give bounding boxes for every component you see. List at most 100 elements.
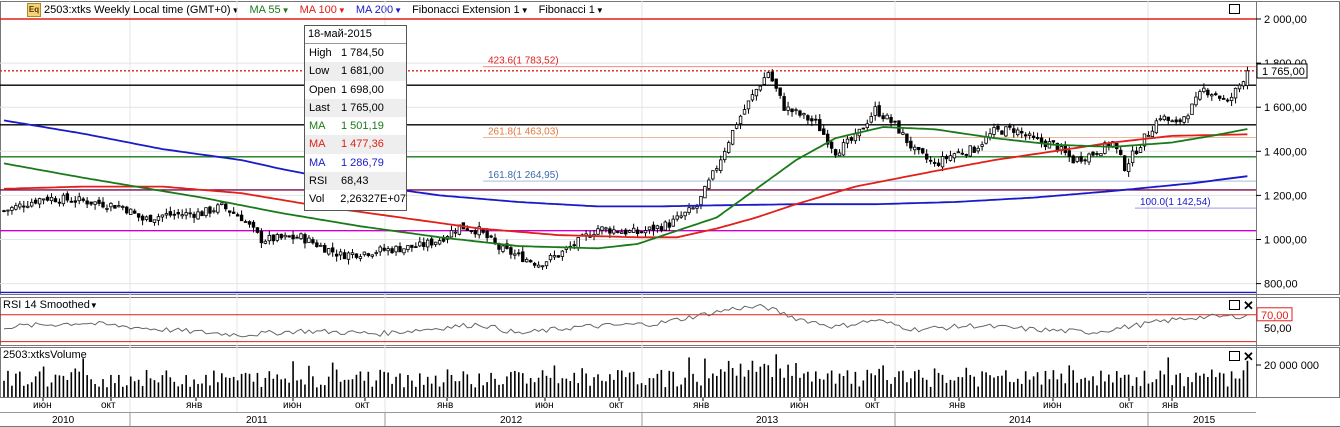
candle-body bbox=[1075, 156, 1079, 162]
fibonacci-indicator[interactable]: Fibonacci 1▼ bbox=[539, 4, 604, 16]
candle-body bbox=[711, 170, 715, 180]
candle-body bbox=[841, 142, 846, 156]
candle-body bbox=[913, 146, 917, 151]
candle-body bbox=[168, 211, 173, 216]
candle-body bbox=[600, 226, 604, 231]
candle-body bbox=[596, 228, 600, 235]
data-window-label: High bbox=[309, 47, 332, 59]
candle-body bbox=[307, 237, 311, 243]
candle-body bbox=[798, 110, 802, 116]
ma55-line bbox=[3, 126, 1248, 250]
rsi-panel-title[interactable]: RSI 14 Smoothed▼ bbox=[3, 299, 98, 311]
candle-body bbox=[992, 127, 996, 135]
candle-body bbox=[156, 216, 161, 221]
candle-body bbox=[928, 159, 933, 162]
candle-body bbox=[905, 133, 909, 143]
ma200-indicator[interactable]: MA 200▼ bbox=[356, 4, 402, 16]
candle-body bbox=[176, 212, 180, 215]
candle-body bbox=[1122, 155, 1127, 172]
candle-body bbox=[750, 94, 755, 101]
candle-body bbox=[378, 246, 382, 253]
candle-body bbox=[366, 253, 371, 256]
maximize-icon[interactable] bbox=[1229, 351, 1240, 361]
equity-icon: Eq bbox=[27, 2, 41, 17]
candle-body bbox=[493, 237, 497, 244]
close-icon[interactable]: ✕ bbox=[1243, 349, 1254, 364]
year-label: 2015 bbox=[1193, 415, 1216, 426]
symbol-selector[interactable]: 2503:xtks Weekly Local time (GMT+0)▼ bbox=[44, 4, 239, 16]
ma100-indicator[interactable]: MA 100▼ bbox=[300, 4, 346, 16]
candle-body bbox=[45, 196, 50, 201]
candle-body bbox=[1071, 155, 1075, 164]
candle-body bbox=[2, 210, 6, 212]
candle-body bbox=[814, 118, 818, 121]
candle-body bbox=[97, 199, 101, 204]
candle-body bbox=[715, 168, 719, 171]
candle-body bbox=[406, 245, 410, 250]
candle-body bbox=[917, 146, 921, 151]
candle-body bbox=[960, 152, 965, 155]
candle-body bbox=[327, 248, 331, 255]
candle-body bbox=[885, 114, 889, 120]
candle-body bbox=[136, 213, 141, 218]
candle-body bbox=[1150, 130, 1155, 137]
candle-body bbox=[1214, 93, 1218, 96]
candle-body bbox=[1198, 91, 1202, 100]
fib-extension-indicator[interactable]: Fibonacci Extension 1▼ bbox=[412, 4, 529, 16]
close-icon[interactable]: ✕ bbox=[1243, 298, 1254, 313]
ma55-label: MA 55 bbox=[249, 3, 281, 16]
candle-body bbox=[532, 262, 537, 266]
candle-body bbox=[944, 155, 949, 160]
candle-body bbox=[1087, 153, 1091, 163]
candle-body bbox=[635, 229, 640, 234]
candle-body bbox=[968, 145, 972, 157]
price-axis-label: 1 000,00 bbox=[1264, 235, 1307, 247]
price-axis-label: 1 200,00 bbox=[1264, 190, 1307, 202]
candle-body bbox=[184, 212, 188, 216]
candle-body bbox=[754, 88, 759, 97]
candle-body bbox=[659, 226, 664, 231]
candle-body bbox=[889, 116, 893, 123]
candle-body bbox=[675, 215, 679, 220]
price-axis-label: 2 000,00 bbox=[1264, 14, 1307, 26]
candle-body bbox=[691, 207, 695, 210]
candle-body bbox=[196, 211, 200, 220]
candle-body bbox=[996, 125, 1000, 130]
candle-body bbox=[255, 227, 260, 233]
price-panel-frame bbox=[0, 1, 1340, 295]
candle-body bbox=[734, 124, 739, 129]
candle-body bbox=[342, 252, 347, 260]
candle-body bbox=[1233, 87, 1238, 99]
rsi-title-label: RSI 14 Smoothed bbox=[3, 299, 90, 311]
data-window-value: 1 681,00 bbox=[341, 65, 384, 78]
candle-body bbox=[1237, 84, 1242, 90]
data-window-row: MA 1 477,36 bbox=[305, 135, 406, 154]
maximize-icon[interactable] bbox=[1229, 300, 1240, 310]
candle-body bbox=[212, 210, 216, 213]
data-window-value: 1 784,50 bbox=[341, 47, 384, 59]
candle-body bbox=[1000, 130, 1004, 135]
candle-body bbox=[620, 231, 624, 234]
ma55-indicator[interactable]: MA 55▼ bbox=[249, 4, 289, 16]
candle-body bbox=[69, 200, 74, 203]
candle-body bbox=[311, 239, 315, 244]
candle-body bbox=[1083, 159, 1087, 162]
candle-body bbox=[85, 200, 89, 205]
candle-body bbox=[802, 113, 806, 116]
candle-body bbox=[782, 96, 786, 111]
candle-body bbox=[1210, 94, 1214, 97]
candle-body bbox=[956, 151, 961, 154]
candle-body bbox=[390, 248, 394, 254]
candle-body bbox=[129, 208, 133, 215]
candle-body bbox=[220, 202, 224, 205]
candle-body bbox=[113, 204, 117, 209]
candle-body bbox=[243, 221, 248, 223]
candle-body bbox=[263, 240, 268, 244]
candle-body bbox=[976, 147, 980, 152]
candle-body bbox=[429, 238, 434, 246]
caret-down-icon: ▼ bbox=[520, 5, 529, 15]
candle-body bbox=[1154, 120, 1159, 134]
maximize-icon[interactable] bbox=[1229, 4, 1240, 14]
candle-body bbox=[477, 226, 481, 236]
